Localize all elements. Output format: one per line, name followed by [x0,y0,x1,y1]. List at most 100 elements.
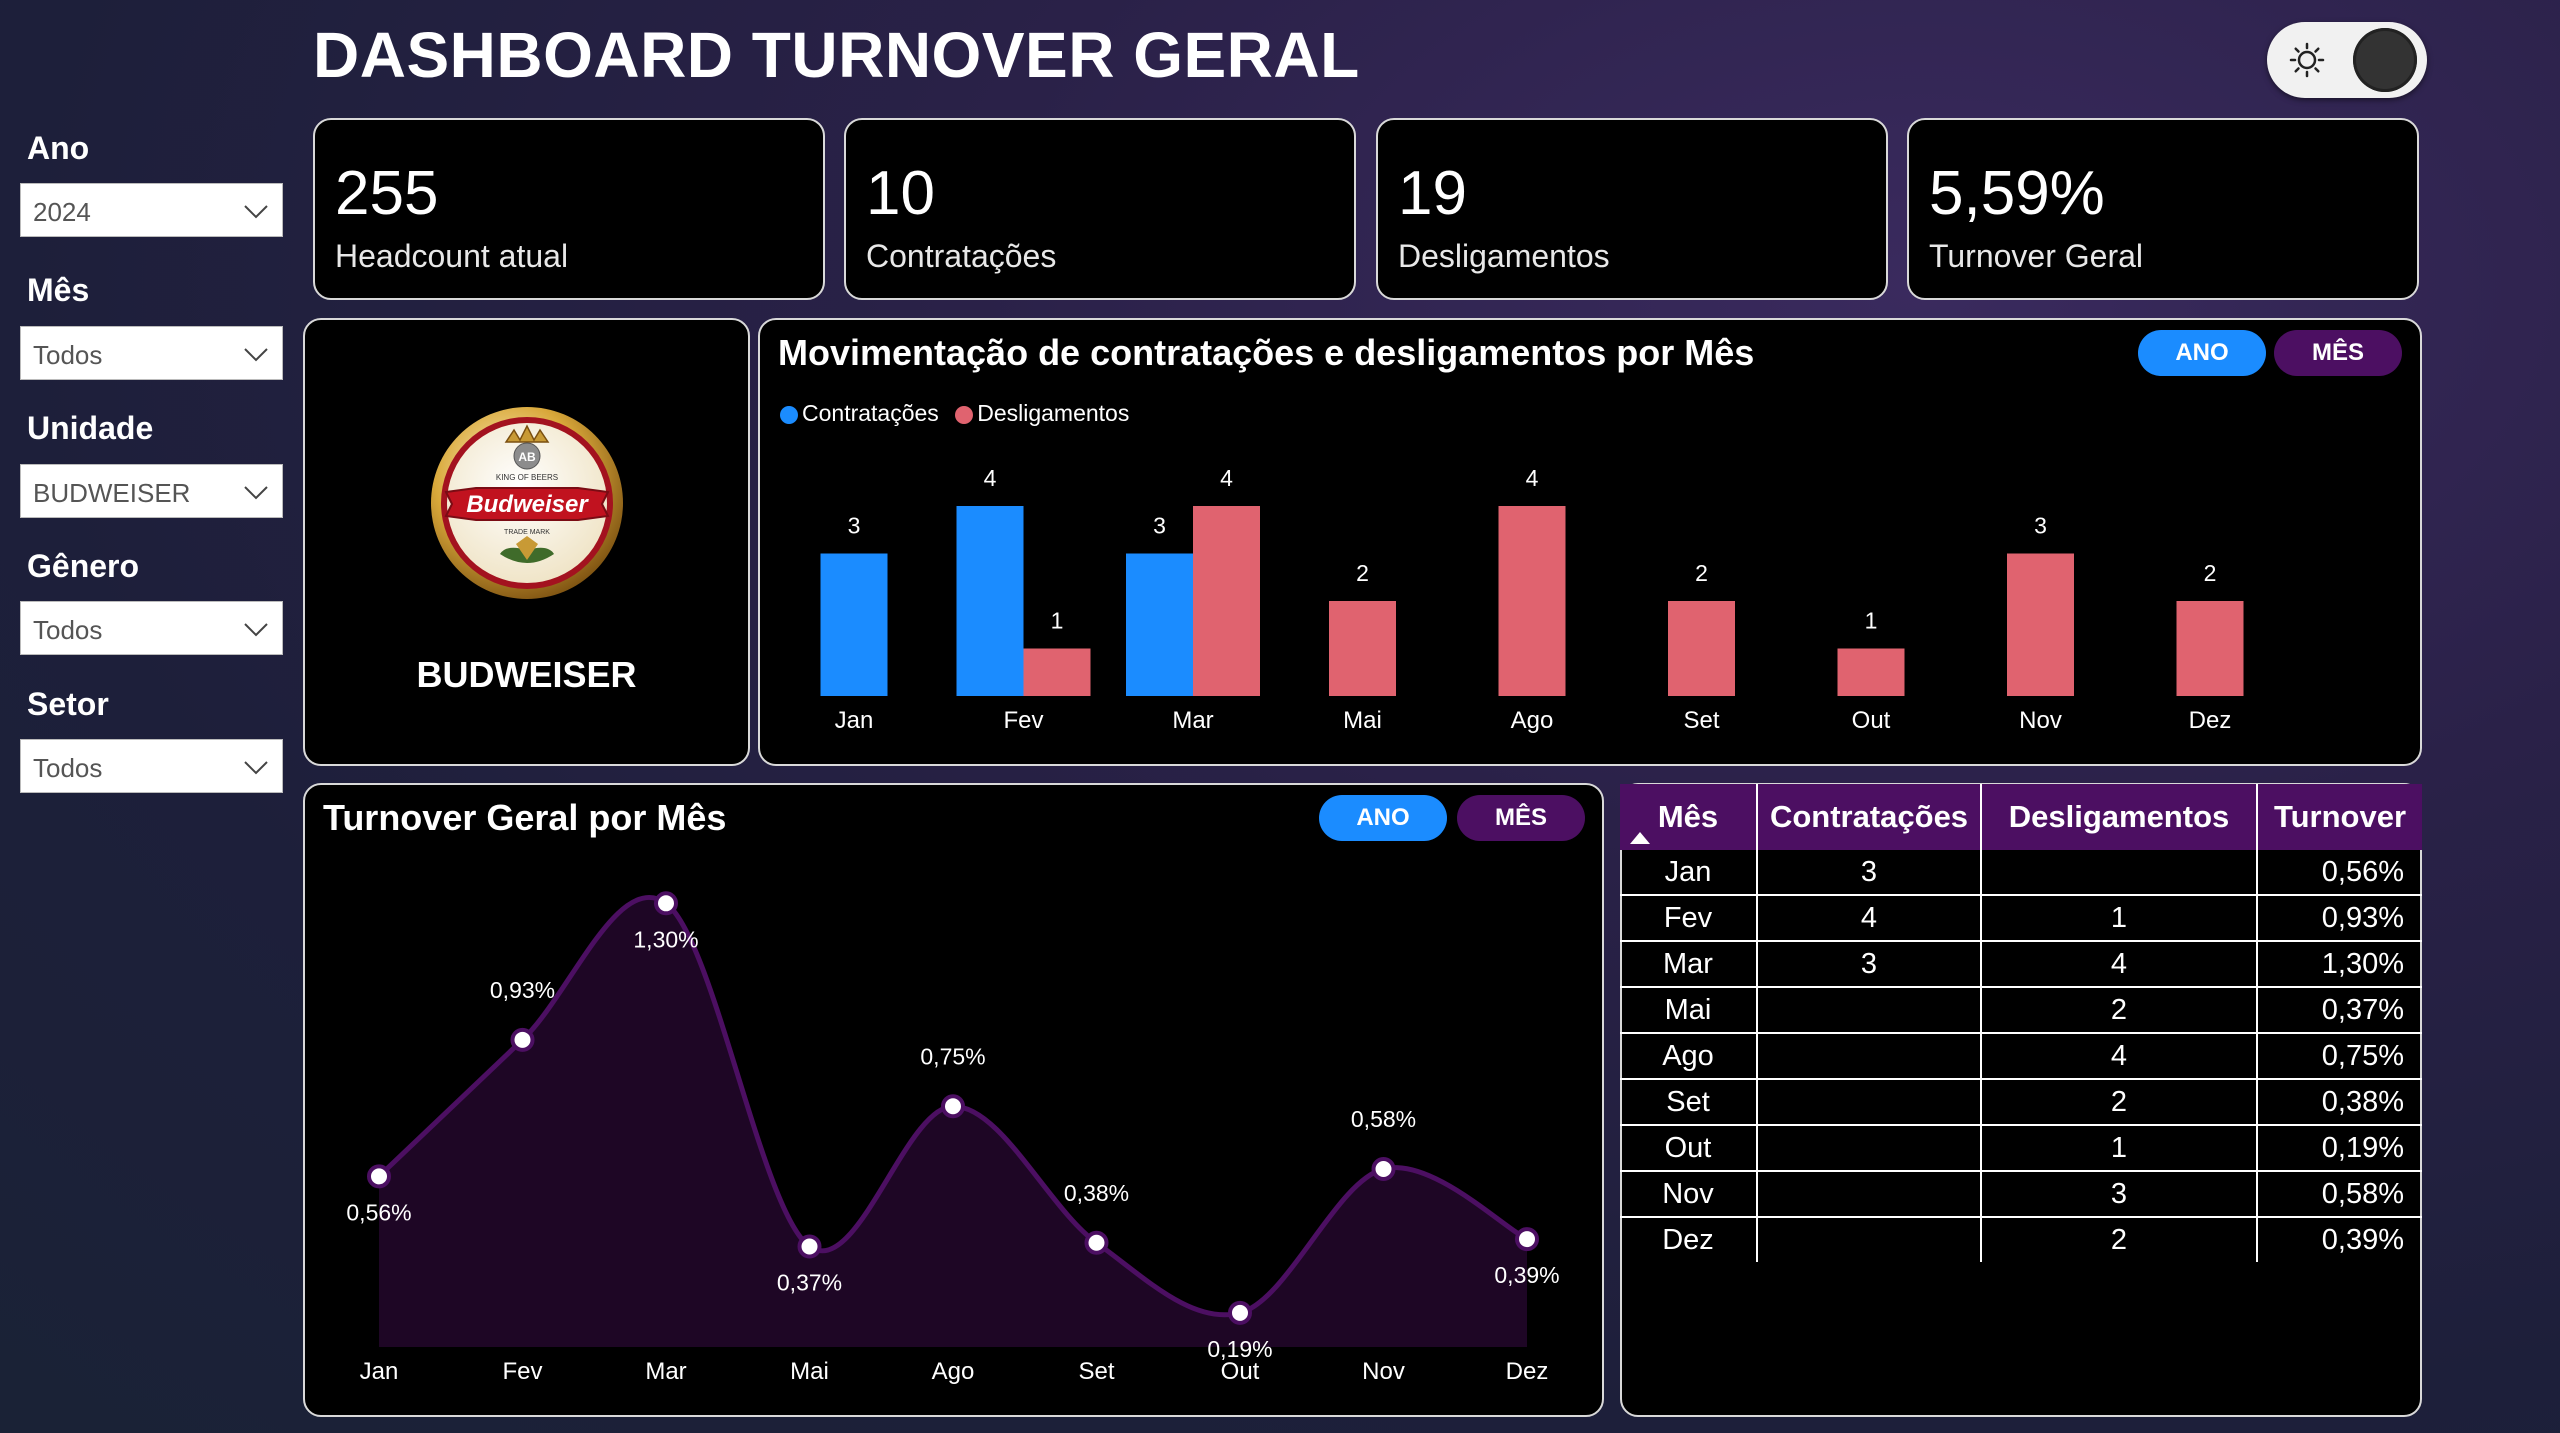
filter-label-ano: Ano [27,130,90,166]
x-tick-label: Fev [1003,707,1043,734]
sun-icon [2289,42,2325,78]
line-ano-button[interactable]: ANO [1319,795,1447,841]
bar-desligamentos[interactable] [2176,601,2244,696]
bar-desligamentos[interactable] [1193,506,1260,696]
table-cell [1756,1125,1981,1172]
table-cell: 2 [1980,1079,2257,1126]
theme-toggle[interactable] [2267,22,2427,98]
x-tick-label: Jan [360,1358,399,1385]
table-cell: 4 [1980,1033,2257,1080]
table-header-mes[interactable]: Mês [1620,784,1757,850]
turnover-point[interactable] [1228,1300,1252,1325]
table-cell [1756,1171,1981,1218]
turnover-point[interactable] [1515,1227,1539,1252]
table-cell: Nov [1620,1171,1757,1218]
bar-desligamentos[interactable] [2007,553,2074,697]
table-cell: 0,19% [2256,1125,2422,1172]
x-tick-label: Out [1221,1358,1260,1385]
bar-contratacoes[interactable] [956,506,1024,696]
filter-select-mes[interactable]: Todos [20,326,283,380]
x-tick-label: Ago [1511,707,1554,734]
bar-desligamentos[interactable] [1837,648,1905,697]
bar-contratacoes[interactable] [820,553,888,697]
table-row[interactable]: Set 2 0,38% [1620,1079,2422,1126]
table-header-contratacoes[interactable]: Contratações [1756,784,1981,850]
turnover-data-label: 0,19% [1207,1336,1272,1362]
line-chart-title: Turnover Geral por Mês [323,797,727,838]
table-cell [1756,1217,1981,1262]
turnover-point[interactable] [510,1027,535,1052]
table-cell: Mar [1620,941,1757,988]
legend-swatch-desligamentos [955,405,974,424]
bar-contratacoes[interactable] [1126,553,1193,697]
bar-chart-legend: Contratações Desligamentos [780,400,1129,427]
bar-data-label: 2 [2204,560,2217,586]
bar-data-label: 1 [1865,608,1878,634]
filter-label-setor: Setor [27,686,109,722]
bar-desligamentos[interactable] [1023,648,1091,697]
table-row[interactable]: Nov 3 0,58% [1620,1171,2422,1218]
table-row[interactable]: Jan 3 0,56% [1620,850,2422,896]
x-tick-label: Mar [645,1358,686,1385]
logo-script: Budweiser [466,491,589,518]
table-cell: 4 [1980,941,2257,988]
sort-ascending-icon [1630,832,1650,844]
turnover-point[interactable] [1371,1156,1396,1181]
chevron-down-icon [244,761,268,775]
bar-data-label: 2 [1695,560,1708,586]
filter-select-unidade[interactable]: BUDWEISER [20,464,283,518]
filter-select-genero[interactable]: Todos [20,601,283,655]
x-tick-label: Mai [1343,707,1382,734]
data-table: Mês Contratações Desligamentos Turnover … [1620,784,2422,1262]
turnover-point[interactable] [797,1234,822,1259]
table-header-turnover[interactable]: Turnover [2256,784,2422,850]
filter-value-ano: 2024 [33,197,91,227]
turnover-point[interactable] [367,1164,391,1189]
table-row[interactable]: Mai 2 0,37% [1620,987,2422,1034]
turnover-point[interactable] [941,1094,965,1119]
turnover-data-label: 0,56% [346,1199,411,1225]
kpi-headcount: 255 Headcount atual [313,118,825,300]
table-cell: 0,75% [2256,1033,2422,1080]
table-cell: 0,39% [2256,1217,2422,1262]
table-cell: Ago [1620,1033,1757,1080]
bar-desligamentos[interactable] [1329,601,1396,696]
table-row[interactable]: Fev 4 1 0,93% [1620,895,2422,942]
turnover-data-label: 0,39% [1494,1262,1559,1288]
table-row[interactable]: Ago 4 0,75% [1620,1033,2422,1080]
bar-desligamentos[interactable] [1668,601,1735,696]
x-tick-label: Ago [932,1358,975,1385]
turnover-data-label: 0,75% [920,1043,985,1069]
bar-chart: 3 Jan 4 1 Fev 3 4 Mar 2 Mai 4 Ago 2 Set 1 Out 3 Nov 2 Dez [820,465,2244,734]
filter-select-setor[interactable]: Todos [20,739,283,793]
turnover-point[interactable] [654,891,678,916]
bar-ano-button[interactable]: ANO [2138,330,2266,376]
logo-tagline: KING OF BEERS [496,473,558,482]
table-row[interactable]: Out 1 0,19% [1620,1125,2422,1172]
kpi-value: 5,59% [1929,159,2105,228]
bar-data-label: 3 [848,513,861,539]
filter-select-ano[interactable]: 2024 [20,183,283,237]
table-header-desligamentos[interactable]: Desligamentos [1980,784,2257,850]
table-cell [1980,850,2257,896]
bar-data-label: 3 [2034,513,2047,539]
line-chart: 0,56% Jan 0,93% Fev 1,30% Mar 0,37% Mai 0,75% Ago… [346,891,1560,1385]
turnover-data-label: 0,58% [1351,1106,1416,1132]
kpi-contratacoes: 10 Contratações [844,118,1356,300]
bar-data-label: 4 [1220,465,1233,491]
table-cell: Out [1620,1125,1757,1172]
table-cell: 0,38% [2256,1079,2422,1126]
table-cell: 0,37% [2256,987,2422,1034]
x-tick-label: Dez [1506,1358,1549,1385]
table-row[interactable]: Mar 3 4 1,30% [1620,941,2422,988]
table-row[interactable]: Dez 2 0,39% [1620,1217,2422,1262]
chevron-down-icon [244,205,268,219]
filter-label-genero: Gênero [27,548,140,584]
bar-mes-button[interactable]: MÊS [2274,330,2402,376]
kpi-value: 255 [335,159,439,228]
logo-trademark: TRADE MARK [504,529,550,536]
bar-desligamentos[interactable] [1498,506,1566,696]
turnover-point[interactable] [1084,1230,1109,1255]
line-mes-button[interactable]: MÊS [1457,795,1585,841]
x-tick-label: Set [1683,707,1719,734]
